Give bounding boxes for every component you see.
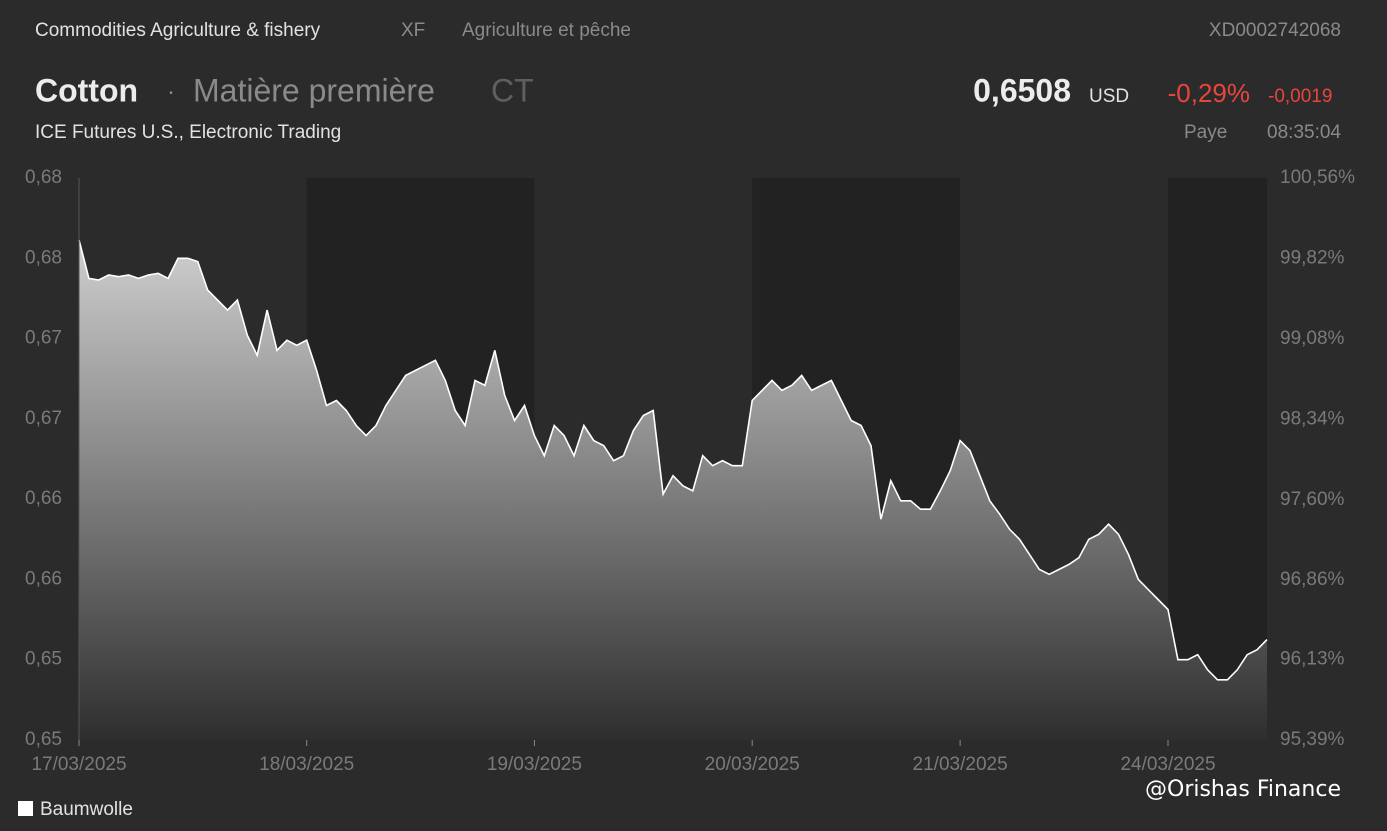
y-tick-label: 0,65 [25,649,62,670]
x-tick-label: 21/03/2025 [913,754,1008,775]
kind: Matière première [193,72,435,108]
exchange: ICE Futures U.S., Electronic Trading [35,122,341,143]
area [79,239,1267,740]
isin: XD0002742068 [1209,20,1341,41]
price: 0,6508 [973,72,1071,108]
category-fr: Agriculture et pêche [462,20,631,41]
status: Paye [1184,122,1227,143]
y-tick-label: 0,68 [25,167,62,188]
instrument-name: Cotton [35,72,138,108]
y2-tick-label: 98,34% [1280,408,1345,429]
code: XF [401,20,425,41]
y2-tick-label: 96,86% [1280,569,1345,590]
legend-label: Baumwolle [40,799,133,820]
currency: USD [1089,86,1129,107]
separator: · [167,78,175,105]
x-tick-label: 17/03/2025 [31,754,126,775]
y-tick-label: 0,65 [25,729,62,750]
day-band [1168,178,1267,740]
category: Commodities Agriculture & fishery [35,20,321,41]
y2-tick-label: 96,13% [1280,649,1345,670]
y2-tick-label: 99,82% [1280,247,1345,268]
x-tick-label: 20/03/2025 [705,754,800,775]
change-pct: -0,29% [1168,78,1250,108]
y2-tick-label: 99,08% [1280,328,1345,349]
symbol: CT [491,72,534,108]
y-tick-label: 0,66 [25,488,62,509]
line [78,239,1268,681]
watermark: @Orishas Finance [1145,777,1341,802]
y2-tick-label: 97,60% [1280,489,1345,510]
legend-swatch [18,801,33,816]
change-abs: -0,0019 [1268,86,1332,107]
y-tick-label: 0,67 [25,328,62,349]
y2-tick-label: 95,39% [1280,729,1345,750]
time: 08:35:04 [1267,122,1341,143]
x-tick-label: 24/03/2025 [1120,754,1215,775]
x-tick-label: 19/03/2025 [487,754,582,775]
x-tick-label: 18/03/2025 [259,754,354,775]
y-tick-label: 0,67 [25,408,62,429]
y-tick-label: 0,66 [25,568,62,589]
y-tick-label: 0,68 [25,247,62,268]
y2-tick-label: 100,56% [1280,167,1355,188]
